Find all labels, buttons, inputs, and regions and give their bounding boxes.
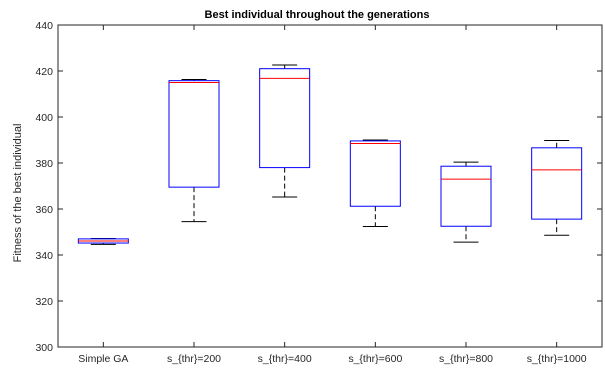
box-3: [259, 64, 311, 198]
interquartile-box: [259, 68, 311, 169]
y-tick-label: 300: [35, 342, 53, 354]
y-tick-label: 340: [35, 250, 53, 262]
chart-title: Best individual throughout the generatio…: [205, 9, 430, 21]
y-tick-label: 440: [35, 20, 53, 32]
box-2: [168, 79, 220, 223]
y-tick-label: 320: [35, 296, 53, 308]
x-tick-label: s_{thr}=600: [348, 353, 402, 365]
x-tick-label: s_{thr}=200: [167, 353, 221, 365]
interquartile-box: [531, 147, 583, 220]
x-axis: Simple GA s_{thr}=200 s_{thr}=400 s_{thr}=6…: [78, 25, 587, 365]
plot-area-frame: [57, 24, 603, 348]
x-tick-label: Simple GA: [78, 353, 128, 365]
interquartile-box: [440, 165, 492, 227]
y-axis: 300 320 340 360 380 400 420 440: [35, 20, 602, 354]
interquartile-box: [349, 140, 401, 207]
y-tick-label: 360: [35, 204, 53, 216]
box-series: [77, 64, 583, 245]
box-1: [77, 237, 129, 245]
y-axis-label: Fitness of the best individual: [12, 124, 24, 263]
x-tick-label: s_{thr}=800: [439, 353, 493, 365]
interquartile-box: [168, 80, 220, 188]
y-tick-label: 380: [35, 158, 53, 170]
box-4: [349, 139, 401, 227]
y-tick-label: 400: [35, 112, 53, 124]
x-tick-label: s_{thr}=1000: [527, 353, 587, 365]
y-tick-label: 420: [35, 66, 53, 78]
box-5: [440, 161, 492, 243]
x-tick-label: s_{thr}=400: [258, 353, 312, 365]
box-6: [531, 139, 583, 236]
